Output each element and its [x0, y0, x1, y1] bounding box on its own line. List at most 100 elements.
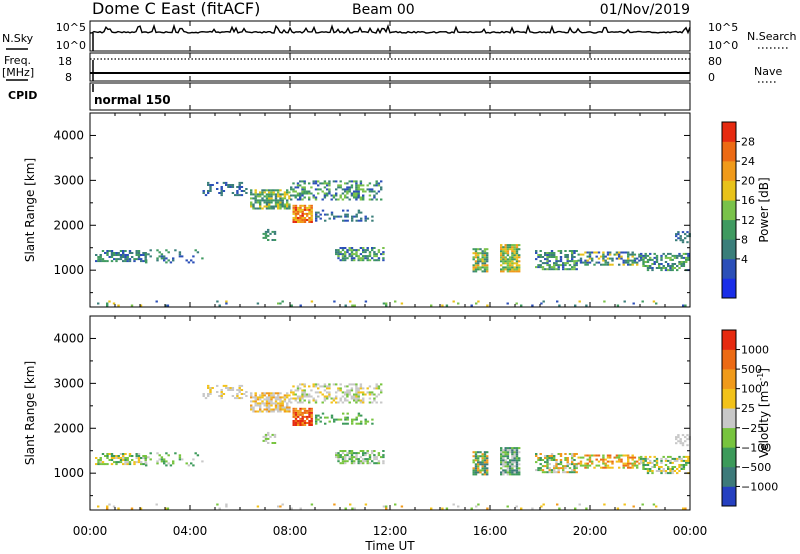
power-echo-cell	[678, 254, 681, 257]
power-echo-cell	[627, 251, 630, 254]
power-echo-cell	[377, 182, 381, 185]
power-echo-cell	[265, 195, 269, 198]
power-echo-cell	[474, 262, 478, 265]
power-echo-cell	[337, 257, 340, 260]
power-echo-cell	[375, 259, 378, 262]
power-echo-cell	[306, 219, 309, 221]
vel-echo-cell	[504, 463, 507, 466]
vel-echo-cell	[268, 396, 271, 399]
power-echo-cell	[312, 196, 315, 199]
power-echo-cell	[268, 203, 271, 206]
vel-echo-cell	[553, 465, 556, 468]
vel-echo-cell	[553, 471, 556, 474]
vel-echo-cell	[303, 389, 306, 392]
vel-echo-cell	[178, 458, 182, 461]
vel-echo-cell	[573, 455, 576, 457]
power-echo-cell	[511, 268, 514, 271]
vel-echo-cell	[506, 455, 510, 458]
power-echo-cell	[312, 182, 315, 185]
power-echo-cell	[220, 194, 223, 197]
vel-echo-cell	[137, 453, 141, 455]
power-echo-cell	[655, 267, 659, 269]
power-echo-cell	[124, 254, 127, 256]
vel-echo-cell	[207, 384, 210, 387]
vel-echo-cell	[277, 408, 280, 411]
vel-echo-cell	[301, 389, 304, 392]
power-echo-cell	[264, 232, 268, 235]
power-echo-cell	[509, 246, 512, 249]
power-echo-cell	[627, 259, 630, 262]
vel-echo-cell	[671, 472, 674, 475]
vel-echo-cell	[166, 507, 170, 510]
vel-echo-cell	[481, 465, 484, 468]
vel-echo-cell	[355, 389, 358, 392]
vel-echo-cell	[294, 424, 298, 426]
vel-echo-cell	[135, 455, 138, 457]
power-echo-cell	[310, 208, 313, 211]
vel-echo-cell	[290, 391, 293, 394]
power-echo-cell	[277, 207, 280, 210]
vel-echo-cell	[546, 461, 549, 464]
vel-echo-cell	[265, 408, 269, 411]
x-tick-label: 00:00	[673, 524, 708, 538]
vel-echo-cell	[557, 467, 560, 470]
power-echo-cell	[483, 256, 487, 259]
vel-echo-cell	[511, 459, 514, 462]
power-echo-cell	[101, 258, 105, 261]
power-echo-cell	[377, 251, 381, 254]
vel-echo-cell	[187, 464, 191, 467]
vel-echo-cell	[119, 457, 123, 459]
vel-echo-cell	[362, 452, 365, 455]
power-echo-cell	[375, 182, 378, 185]
power-echo-cell	[252, 203, 255, 206]
vel-echo-cell	[122, 459, 125, 461]
vel-echo-cell	[330, 401, 333, 404]
vel-echo-cell	[277, 398, 280, 401]
power-echo-cell	[362, 255, 365, 258]
vel-echo-cell	[281, 400, 284, 403]
power-echo-cell	[290, 198, 293, 201]
vel-echo-cell	[301, 417, 304, 420]
vel-echo-cell	[474, 451, 478, 454]
power-echo-cell	[546, 262, 549, 265]
vel-echo-cell	[274, 404, 278, 407]
power-echo-cell	[680, 254, 683, 257]
vel-echo-cell	[541, 465, 545, 468]
vel-echo-cell	[97, 505, 100, 508]
vel-echo-cell	[303, 391, 306, 394]
power-echo-cell	[333, 300, 336, 303]
power-echo-cell	[559, 256, 563, 258]
power-echo-cell	[283, 203, 287, 206]
power-echo-cell	[355, 188, 358, 191]
power-echo-cell	[573, 266, 576, 269]
vel-echo-cell	[575, 467, 578, 470]
vel-echo-cell	[265, 400, 269, 403]
power-echo-cell	[669, 269, 672, 272]
vel-echo-cell	[686, 438, 689, 441]
power-echo-cell	[301, 212, 304, 215]
vel-echo-cell	[301, 413, 304, 416]
power-echo-cell	[511, 250, 514, 253]
vel-echo-cell	[286, 402, 289, 405]
power-echo-cell	[677, 233, 680, 236]
power-echo-cell	[673, 263, 677, 265]
power-echo-cell	[544, 254, 547, 256]
vel-echo-cell	[348, 393, 351, 396]
power-echo-cell	[586, 261, 589, 264]
vel-echo-cell	[680, 468, 683, 470]
power-echo-cell	[286, 207, 289, 210]
vel-echo-cell	[279, 410, 282, 413]
power-echo-cell	[364, 219, 367, 222]
power-echo-cell	[357, 186, 360, 189]
vel-echo-cell	[483, 471, 487, 474]
vel-echo-cell	[294, 417, 298, 420]
power-echo-cell	[591, 257, 594, 260]
power-echo-cell	[584, 263, 587, 266]
power-echo-cell	[511, 246, 514, 249]
power-echo-cell	[261, 193, 264, 196]
vel-echo-cell	[301, 391, 304, 394]
vel-echo-cell	[633, 464, 637, 467]
vel-echo-cell	[474, 463, 478, 466]
power-echo-cell	[474, 252, 478, 255]
vel-echo-cell	[627, 460, 630, 463]
